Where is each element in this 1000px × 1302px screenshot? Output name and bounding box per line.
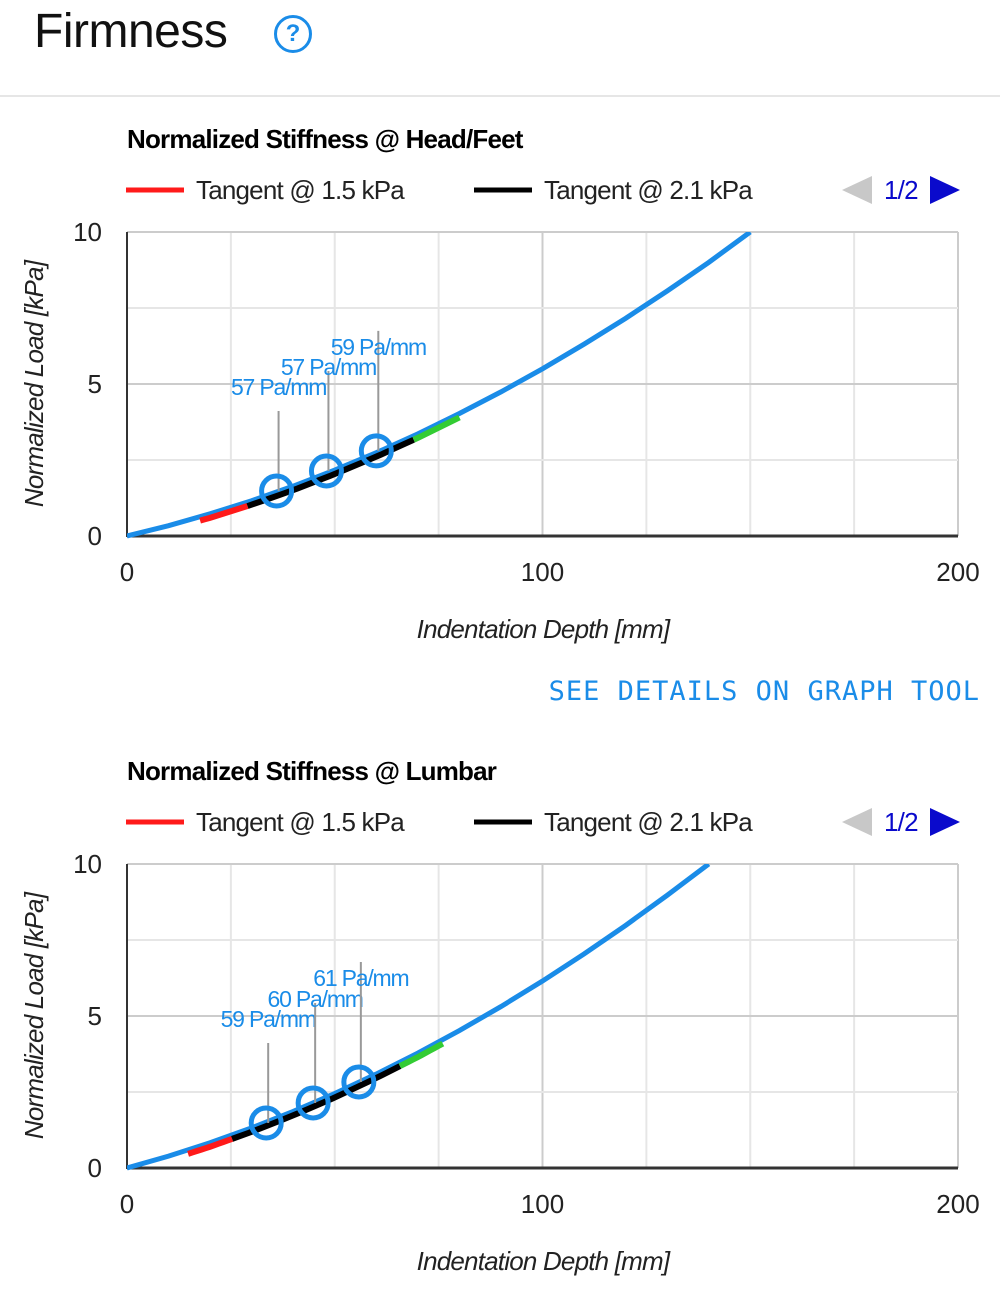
chart-title: Normalized Stiffness @ Head/Feet — [127, 124, 524, 154]
pager-label: 1/2 — [884, 175, 918, 205]
tangent-segment — [187, 1136, 234, 1157]
pager-label: 1/2 — [884, 807, 918, 837]
data-point-marker[interactable] — [248, 1105, 284, 1141]
x-tick-label: 0 — [120, 557, 134, 587]
chart-title: Normalized Stiffness @ Lumbar — [127, 756, 497, 786]
legend-label: Tangent @ 1.5 kPa — [196, 175, 405, 205]
data-point-marker[interactable] — [259, 473, 295, 509]
x-tick-label: 200 — [936, 1189, 979, 1219]
data-point-marker[interactable] — [295, 1085, 331, 1121]
legend-label: Tangent @ 2.1 kPa — [544, 807, 753, 837]
annotation-label: 59 Pa/mm — [331, 334, 426, 360]
y-axis-label: Normalized Load [kPa] — [19, 259, 49, 507]
x-tick-label: 100 — [521, 557, 564, 587]
question-circle-icon[interactable]: ? — [274, 15, 312, 53]
x-tick-label: 0 — [120, 1189, 134, 1219]
y-tick-label: 5 — [88, 369, 102, 399]
x-tick-label: 200 — [936, 557, 979, 587]
tangent-segment — [199, 503, 249, 524]
y-tick-label: 0 — [88, 1153, 102, 1183]
y-tick-label: 10 — [73, 217, 102, 247]
data-point-marker[interactable] — [341, 1064, 377, 1100]
annotation-label: 57 Pa/mm — [231, 374, 326, 400]
y-tick-label: 10 — [73, 849, 102, 879]
see-details-link[interactable]: SEE DETAILS ON GRAPH TOOL — [548, 676, 980, 707]
pager-prev-icon[interactable] — [842, 176, 872, 204]
chart-head-feet: Normalized Stiffness @ Head/Feet Tangent … — [19, 124, 980, 644]
page-title: Firmness — [34, 5, 228, 58]
y-tick-label: 0 — [88, 521, 102, 551]
annotation-label: 60 Pa/mm — [268, 986, 363, 1012]
pager-next-icon[interactable] — [930, 808, 960, 836]
tangent-segment — [398, 1040, 445, 1069]
annotation-label: 59 Pa/mm — [221, 1006, 316, 1032]
annotation-label: 57 Pa/mm — [281, 354, 376, 380]
x-axis-label: Indentation Depth [mm] — [417, 1246, 671, 1276]
legend-label: Tangent @ 1.5 kPa — [196, 807, 405, 837]
pager-next-icon[interactable] — [930, 176, 960, 204]
annotation-label: 61 Pa/mm — [313, 965, 408, 991]
data-point-marker[interactable] — [358, 433, 394, 469]
pager-prev-icon[interactable] — [842, 808, 872, 836]
data-point-marker[interactable] — [308, 453, 344, 489]
divider — [0, 95, 1000, 97]
tangent-segment — [412, 414, 461, 443]
tangent-segment — [246, 437, 415, 509]
y-tick-label: 5 — [88, 1001, 102, 1031]
data-curve — [127, 864, 711, 1171]
x-tick-label: 100 — [521, 1189, 564, 1219]
x-axis-label: Indentation Depth [mm] — [417, 614, 671, 644]
data-curve — [127, 232, 752, 539]
chart-lumbar: Normalized Stiffness @ Lumbar Tangent @ 1… — [19, 756, 980, 1276]
legend-label: Tangent @ 2.1 kPa — [544, 175, 753, 205]
y-axis-label: Normalized Load [kPa] — [19, 891, 49, 1139]
